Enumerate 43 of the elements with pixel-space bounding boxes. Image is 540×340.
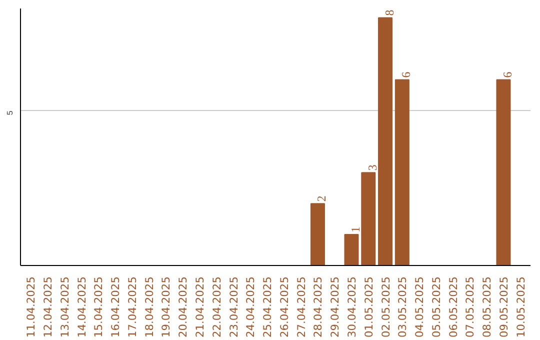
y-tick-label: 5	[6, 110, 14, 116]
x-tick-label: 05.05.2025	[430, 276, 443, 338]
x-tick-label: 25.04.2025	[261, 276, 274, 338]
bar	[378, 17, 393, 266]
x-tick-label: 01.05.2025	[362, 276, 376, 338]
x-tick-label: 26.04.2025	[278, 276, 291, 338]
x-tick-label: 02.05.2025	[379, 276, 392, 338]
x-tick-label: 30.04.2025	[345, 276, 358, 338]
data-label: 3	[365, 164, 380, 171]
data-label: 6	[500, 72, 514, 78]
x-tick-label: 22.04.2025	[210, 276, 224, 338]
x-tick-label: 12.04.2025	[42, 276, 55, 338]
x-tick-label: 28.04.2025	[312, 276, 325, 338]
x-tick-label: 27.04.2025	[294, 276, 308, 338]
x-tick-label: 17.04.2025	[126, 276, 139, 338]
x-tick-label: 19.04.2025	[160, 276, 173, 338]
bar	[361, 172, 376, 266]
bar	[310, 203, 325, 266]
x-tick-label: 29.04.2025	[328, 276, 342, 338]
data-label: 8	[382, 10, 396, 16]
x-tick-label: 10.05.2025	[514, 276, 528, 338]
x-tick-label: 07.05.2025	[464, 276, 477, 338]
x-tick-label: 23.04.2025	[227, 276, 240, 338]
x-tick-label: 20.04.2025	[176, 276, 190, 338]
data-label: 1	[348, 226, 362, 233]
x-tick-label: 18.04.2025	[142, 276, 156, 338]
bar	[496, 79, 511, 266]
x-tick-label: 08.05.2025	[480, 276, 494, 338]
x-tick-label: 16.04.2025	[109, 276, 122, 338]
x-tick-label: 24.04.2025	[244, 276, 258, 338]
x-tick-label: 21.04.2025	[194, 276, 207, 338]
x-tick-label: 14.04.2025	[75, 276, 88, 338]
bar	[394, 79, 410, 266]
x-tick-label: 09.05.2025	[497, 276, 510, 338]
x-tick-label: 15.04.2025	[92, 276, 106, 338]
data-label: 2	[314, 196, 329, 202]
x-tick-label: 03.05.2025	[396, 276, 410, 338]
x-tick-label: 13.04.2025	[58, 276, 72, 338]
x-tick-label: 11.04.2025	[24, 276, 38, 338]
bar	[344, 234, 359, 266]
x-tick-label: 06.05.2025	[446, 276, 460, 338]
data-label: 6	[399, 72, 414, 78]
x-tick-label: 04.05.2025	[413, 276, 426, 338]
